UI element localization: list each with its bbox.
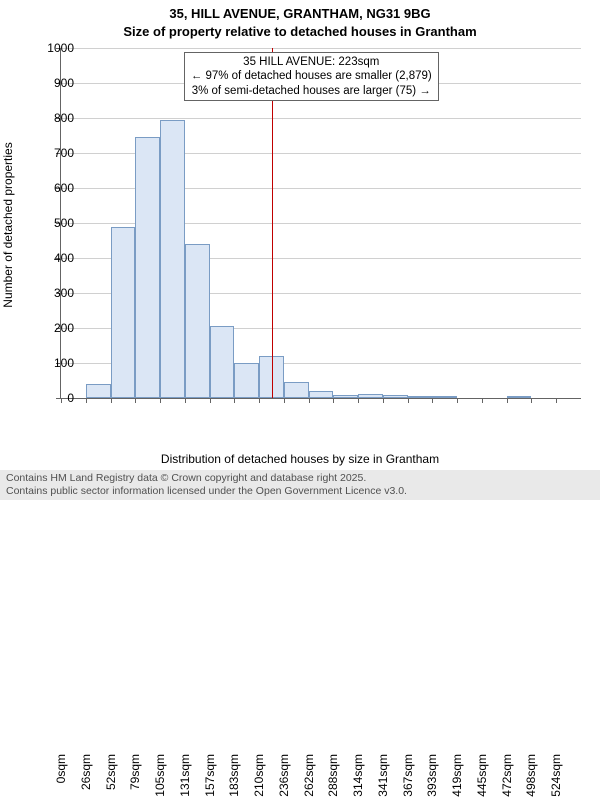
histogram-bar bbox=[210, 326, 235, 398]
xtick-mark bbox=[432, 398, 433, 403]
xtick-label: 367sqm bbox=[401, 754, 415, 797]
plot-area: 0sqm26sqm52sqm79sqm105sqm131sqm157sqm183… bbox=[60, 48, 581, 399]
footer-line-2: Contains public sector information licen… bbox=[6, 485, 594, 498]
xtick-mark bbox=[210, 398, 211, 403]
histogram-bar bbox=[358, 394, 383, 398]
xtick-mark bbox=[309, 398, 310, 403]
xtick-mark bbox=[383, 398, 384, 403]
histogram-bar bbox=[135, 137, 160, 398]
xtick-label: 79sqm bbox=[128, 754, 142, 790]
ytick-label: 1000 bbox=[47, 41, 74, 55]
histogram-bar bbox=[86, 384, 111, 398]
xtick-mark bbox=[507, 398, 508, 403]
xtick-label: 183sqm bbox=[227, 754, 241, 797]
xtick-mark bbox=[333, 398, 334, 403]
histogram-bar bbox=[333, 395, 358, 399]
ytick-label: 800 bbox=[54, 111, 74, 125]
xtick-mark bbox=[457, 398, 458, 403]
xtick-mark bbox=[111, 398, 112, 403]
xtick-mark bbox=[185, 398, 186, 403]
xtick-mark bbox=[556, 398, 557, 403]
xtick-label: 157sqm bbox=[203, 754, 217, 797]
ytick-label: 600 bbox=[54, 181, 74, 195]
histogram-bar bbox=[383, 395, 408, 399]
histogram-bar bbox=[111, 227, 136, 399]
xtick-mark bbox=[358, 398, 359, 403]
xtick-label: 0sqm bbox=[54, 754, 68, 783]
xtick-label: 472sqm bbox=[500, 754, 514, 797]
histogram-bar bbox=[160, 120, 185, 398]
annotation-line-3: 3% of semi-detached houses are larger (7… bbox=[191, 84, 432, 98]
ytick-label: 400 bbox=[54, 251, 74, 265]
xtick-label: 524sqm bbox=[549, 754, 563, 797]
xtick-mark bbox=[259, 398, 260, 403]
gridline bbox=[61, 48, 581, 49]
xtick-label: 26sqm bbox=[79, 754, 93, 790]
ytick-label: 200 bbox=[54, 321, 74, 335]
histogram-bar bbox=[284, 382, 309, 398]
xtick-mark bbox=[482, 398, 483, 403]
y-axis-label: Number of detached properties bbox=[1, 142, 15, 307]
ytick-label: 100 bbox=[54, 356, 74, 370]
xtick-label: 288sqm bbox=[326, 754, 340, 797]
xtick-mark bbox=[160, 398, 161, 403]
xtick-mark bbox=[408, 398, 409, 403]
chart-title-desc: Size of property relative to detached ho… bbox=[0, 24, 600, 39]
histogram-bar bbox=[234, 363, 259, 398]
xtick-label: 314sqm bbox=[351, 754, 365, 797]
annotation-line-1: 35 HILL AVENUE: 223sqm bbox=[191, 55, 432, 69]
chart-title-address: 35, HILL AVENUE, GRANTHAM, NG31 9BG bbox=[0, 6, 600, 21]
ytick-label: 900 bbox=[54, 76, 74, 90]
ytick-label: 0 bbox=[67, 391, 74, 405]
annotation-line-2: ← 97% of detached houses are smaller (2,… bbox=[191, 69, 432, 83]
xtick-mark bbox=[234, 398, 235, 403]
xtick-label: 445sqm bbox=[475, 754, 489, 797]
histogram-bar bbox=[432, 396, 457, 398]
xtick-mark bbox=[531, 398, 532, 403]
attribution-footer: Contains HM Land Registry data © Crown c… bbox=[0, 470, 600, 500]
xtick-label: 131sqm bbox=[178, 754, 192, 797]
x-axis-label: Distribution of detached houses by size … bbox=[0, 452, 600, 466]
xtick-label: 419sqm bbox=[450, 754, 464, 797]
ytick-label: 500 bbox=[54, 216, 74, 230]
xtick-label: 105sqm bbox=[153, 754, 167, 797]
xtick-mark bbox=[61, 398, 62, 403]
histogram-chart: 35, HILL AVENUE, GRANTHAM, NG31 9BG Size… bbox=[0, 0, 600, 500]
ytick-label: 700 bbox=[54, 146, 74, 160]
ytick-label: 300 bbox=[54, 286, 74, 300]
gridline bbox=[61, 118, 581, 119]
xtick-label: 341sqm bbox=[376, 754, 390, 797]
histogram-bar bbox=[185, 244, 210, 398]
annotation-box: 35 HILL AVENUE: 223sqm ← 97% of detached… bbox=[184, 52, 439, 101]
xtick-mark bbox=[284, 398, 285, 403]
histogram-bar bbox=[507, 396, 532, 398]
xtick-mark bbox=[86, 398, 87, 403]
histogram-bar bbox=[309, 391, 334, 398]
xtick-mark bbox=[135, 398, 136, 403]
histogram-bar bbox=[408, 396, 433, 398]
xtick-label: 52sqm bbox=[104, 754, 118, 790]
xtick-label: 393sqm bbox=[425, 754, 439, 797]
xtick-label: 236sqm bbox=[277, 754, 291, 797]
footer-line-1: Contains HM Land Registry data © Crown c… bbox=[6, 472, 594, 485]
xtick-label: 210sqm bbox=[252, 754, 266, 797]
xtick-label: 498sqm bbox=[524, 754, 538, 797]
xtick-label: 262sqm bbox=[302, 754, 316, 797]
